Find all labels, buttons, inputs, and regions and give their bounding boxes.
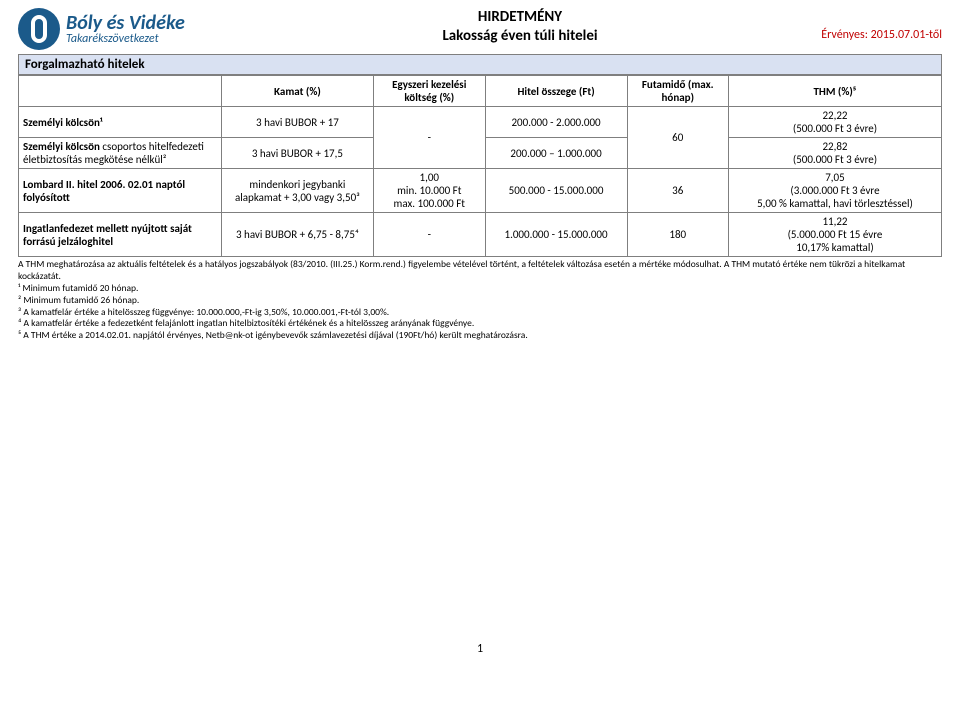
table-row: Lombard II. hitel 2006. 02.01 naptól fol… [19,169,942,213]
footnote: ² Minimum futamidő 26 hónap. [18,295,942,307]
brand-logo: Bóly és Vidéke Takarékszövetkezet [18,8,278,50]
cell-name: Személyi kölcsön¹ [19,107,222,138]
col-thm: THM (%)⁵ [728,76,941,107]
cell-name: Ingatlanfedezet mellett nyújtott saját f… [19,213,222,257]
table-row: Ingatlanfedezet mellett nyújtott saját f… [19,213,942,257]
valid-from: Érvényes: 2015.07.01-től [762,8,942,42]
doc-title-2: Lakosság éven túli hitelei [278,27,762,46]
cell-name: Személyi kölcsön csoportos hitelfedezeti… [19,138,222,169]
cell-thm: 22,82 (500.000 Ft 3 évre) [728,138,941,169]
col-product [19,76,222,107]
cell-osszeg: 200.000 - 2.000.000 [485,107,627,138]
cell-futam: 60 [627,107,728,169]
col-koltseg: Egyszeri kezelési költség (%) [373,76,485,107]
cell-osszeg: 200.000 – 1.000.000 [485,138,627,169]
cell-kamat: 3 havi BUBOR + 6,75 - 8,75⁴ [221,213,373,257]
col-kamat: Kamat (%) [221,76,373,107]
brand-main: Bóly és Vidéke [66,13,185,33]
cell-koltseg: - [373,213,485,257]
cell-text: Ingatlanfedezet mellett nyújtott saját f… [23,222,192,248]
table-row: Személyi kölcsön¹ 3 havi BUBOR + 17 - 20… [19,107,942,138]
footnotes: A THM meghatározása az aktuális feltétel… [18,259,942,342]
cell-koltseg: 1,00 min. 10.000 Ft max. 100.000 Ft [373,169,485,213]
cell-kamat: 3 havi BUBOR + 17,5 [221,138,373,169]
cell-text: Személyi kölcsön¹ [23,116,103,129]
section-heading: Forgalmazható hitelek [18,54,942,75]
cell-kamat: mindenkori jegybanki alapkamat + 3,00 va… [221,169,373,213]
cell-futam: 36 [627,169,728,213]
cell-osszeg: 500.000 - 15.000.000 [485,169,627,213]
cell-osszeg: 1.000.000 - 15.000.000 [485,213,627,257]
page-number: 1 [18,642,942,656]
cell-text: Lombard II. hitel 2006. 02.01 naptól fol… [23,178,185,204]
cell-futam: 180 [627,213,728,257]
logo-icon [18,8,60,50]
col-futamido: Futamidő (max. hónap) [627,76,728,107]
cell-thm: 11,22 (5.000.000 Ft 15 évre 10,17% kamat… [728,213,941,257]
cell-koltseg: - [373,107,485,169]
footnote: A THM meghatározása az aktuális feltétel… [18,259,942,283]
page-header: Bóly és Vidéke Takarékszövetkezet HIRDET… [18,8,942,50]
table-header-row: Kamat (%) Egyszeri kezelési költség (%) … [19,76,942,107]
doc-title-1: HIRDETMÉNY [278,8,762,27]
cell-thm: 22,22 (500.000 Ft 3 évre) [728,107,941,138]
cell-name: Lombard II. hitel 2006. 02.01 naptól fol… [19,169,222,213]
footnote: ⁵ A THM értéke a 2014.02.01. napjától ér… [18,330,942,342]
cell-kamat: 3 havi BUBOR + 17 [221,107,373,138]
cell-thm: 7,05 (3.000.000 Ft 3 évre 5,00 % kamatta… [728,169,941,213]
loans-table: Kamat (%) Egyszeri kezelési költség (%) … [18,75,942,257]
cell-text-b1: Személyi kölcsön [23,140,100,153]
doc-title: HIRDETMÉNY Lakosság éven túli hitelei [278,8,762,46]
footnote: ¹ Minimum futamidő 20 hónap. [18,283,942,295]
col-osszeg: Hitel összege (Ft) [485,76,627,107]
